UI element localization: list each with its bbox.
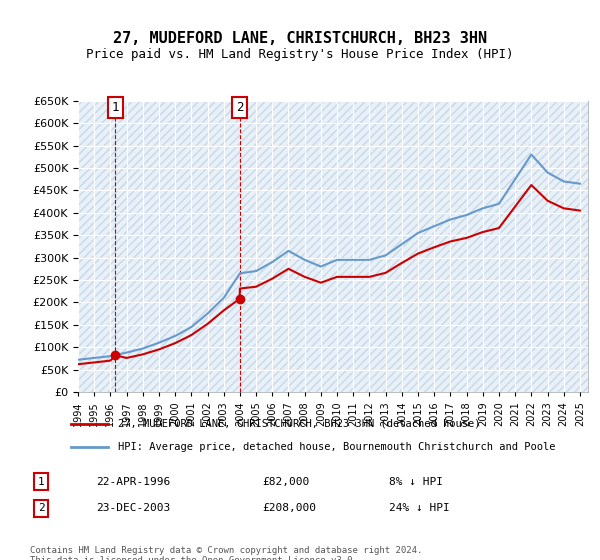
Text: 1: 1 <box>38 477 44 487</box>
Text: 27, MUDEFORD LANE, CHRISTCHURCH, BH23 3HN: 27, MUDEFORD LANE, CHRISTCHURCH, BH23 3H… <box>113 31 487 46</box>
Text: Contains HM Land Registry data © Crown copyright and database right 2024.
This d: Contains HM Land Registry data © Crown c… <box>30 546 422 560</box>
Text: 24% ↓ HPI: 24% ↓ HPI <box>389 503 449 514</box>
Text: 2: 2 <box>236 101 244 114</box>
Text: 8% ↓ HPI: 8% ↓ HPI <box>389 477 443 487</box>
Text: 27, MUDEFORD LANE, CHRISTCHURCH, BH23 3HN (detached house): 27, MUDEFORD LANE, CHRISTCHURCH, BH23 3H… <box>118 419 481 429</box>
Text: £82,000: £82,000 <box>262 477 309 487</box>
Text: 2: 2 <box>38 503 44 514</box>
Text: 22-APR-1996: 22-APR-1996 <box>96 477 170 487</box>
Text: Price paid vs. HM Land Registry's House Price Index (HPI): Price paid vs. HM Land Registry's House … <box>86 48 514 60</box>
Text: HPI: Average price, detached house, Bournemouth Christchurch and Poole: HPI: Average price, detached house, Bour… <box>118 442 556 452</box>
Text: 23-DEC-2003: 23-DEC-2003 <box>96 503 170 514</box>
Text: 1: 1 <box>112 101 119 114</box>
Text: £208,000: £208,000 <box>262 503 316 514</box>
